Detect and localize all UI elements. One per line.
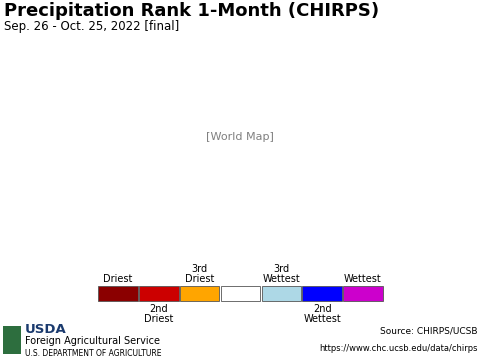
- Text: Sep. 26 - Oct. 25, 2022 [final]: Sep. 26 - Oct. 25, 2022 [final]: [4, 20, 179, 33]
- Bar: [3, 326, 21, 354]
- Text: Source: CHIRPS/UCSB: Source: CHIRPS/UCSB: [380, 326, 478, 335]
- Bar: [139, 286, 179, 301]
- Text: Foreign Agricultural Service: Foreign Agricultural Service: [25, 335, 160, 346]
- Text: Precipitation Rank 1-Month (CHIRPS): Precipitation Rank 1-Month (CHIRPS): [4, 2, 379, 20]
- Text: 3rd
Driest: 3rd Driest: [185, 264, 215, 285]
- Bar: [221, 286, 260, 301]
- Text: 2nd
Wettest: 2nd Wettest: [303, 303, 341, 325]
- Bar: [343, 286, 383, 301]
- Bar: [180, 286, 219, 301]
- Text: https://www.chc.ucsb.edu/data/chirps: https://www.chc.ucsb.edu/data/chirps: [319, 344, 478, 353]
- Text: USDA: USDA: [25, 323, 67, 336]
- Text: [World Map]: [World Map]: [206, 132, 274, 142]
- Bar: [302, 286, 342, 301]
- Text: U.S. DEPARTMENT OF AGRICULTURE: U.S. DEPARTMENT OF AGRICULTURE: [25, 349, 161, 358]
- Text: 3rd
Wettest: 3rd Wettest: [263, 264, 300, 285]
- Bar: [98, 286, 138, 301]
- Text: Driest: Driest: [103, 274, 133, 285]
- Text: 2nd
Driest: 2nd Driest: [144, 303, 174, 325]
- Bar: [262, 286, 301, 301]
- Text: Wettest: Wettest: [344, 274, 382, 285]
